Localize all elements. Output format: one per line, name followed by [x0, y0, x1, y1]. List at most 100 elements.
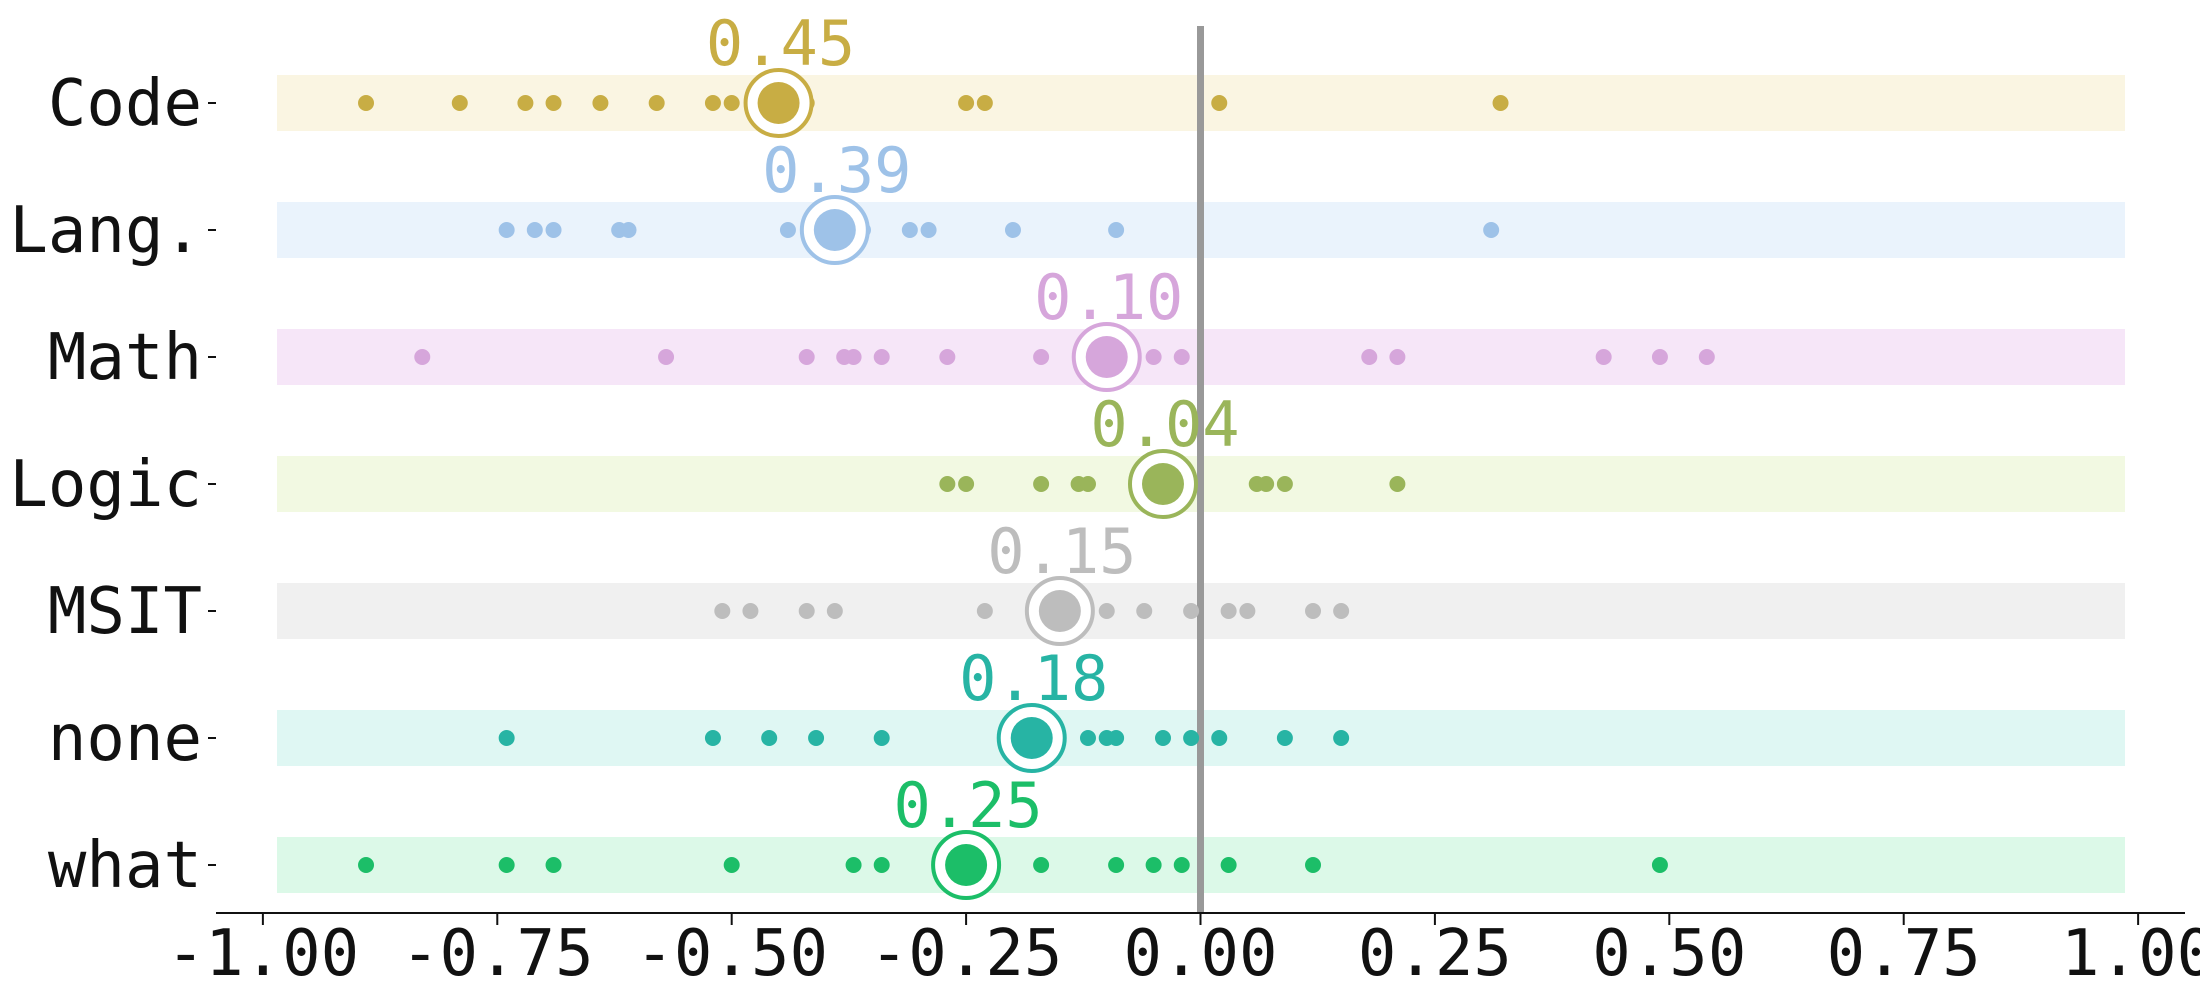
point-code-10 [958, 95, 975, 111]
point-what-7 [1108, 857, 1125, 873]
point-none-10 [1211, 730, 1228, 746]
point-none-4 [873, 730, 890, 746]
point-what-0 [358, 857, 375, 873]
point-lang-11 [1108, 222, 1125, 238]
point-code-7 [723, 95, 740, 111]
point-logic-2 [1033, 476, 1050, 492]
mean-dot-lang [813, 209, 856, 251]
point-logic-4 [1079, 476, 1096, 492]
point-none-0 [498, 730, 515, 746]
point-code-11 [976, 95, 993, 111]
point-msit-4 [976, 603, 993, 619]
mean-label-lang: 0.39 [762, 134, 911, 207]
point-code-2 [517, 95, 534, 111]
x-tick-label-5: 0.25 [1358, 917, 1512, 991]
point-msit-5 [1098, 603, 1115, 619]
x-axis-ticks: -1.00 -0.75 -0.50 -0.25 0.00 0.25 0.50 0.75 1.00 [167, 913, 2200, 991]
point-what-3 [723, 857, 740, 873]
point-lang-10 [1004, 222, 1021, 238]
point-code-6 [704, 95, 721, 111]
point-code-1 [451, 95, 468, 111]
point-math-9 [1173, 349, 1190, 365]
mean-label-msit: 0.15 [987, 515, 1136, 588]
point-what-10 [1220, 857, 1237, 873]
point-msit-11 [1333, 603, 1350, 619]
point-math-4 [845, 349, 862, 365]
category-label-none: none [48, 702, 202, 776]
point-lang-8 [901, 222, 918, 238]
mean-label-none: 0.18 [959, 642, 1108, 715]
x-tick-label-2: -0.50 [635, 917, 828, 991]
point-math-2 [798, 349, 815, 365]
point-lang-0 [498, 222, 515, 238]
category-label-msit: MSIT [48, 575, 202, 649]
x-tick-label-0: -1.00 [167, 917, 360, 991]
point-what-1 [498, 857, 515, 873]
category-label-code: Code [48, 67, 202, 141]
point-math-5 [873, 349, 890, 365]
point-what-6 [1033, 857, 1050, 873]
point-logic-8 [1389, 476, 1406, 492]
point-msit-0 [714, 603, 731, 619]
mean-markers: 0.45 0.39 0.10 0.04 0.15 0.18 0.25 [706, 7, 1240, 900]
point-what-9 [1173, 857, 1190, 873]
point-what-4 [845, 857, 862, 873]
point-code-0 [358, 95, 375, 111]
point-msit-2 [798, 603, 815, 619]
point-what-8 [1145, 857, 1162, 873]
point-none-1 [704, 730, 721, 746]
point-lang-5 [779, 222, 796, 238]
point-msit-10 [1305, 603, 1322, 619]
mean-label-math: 0.10 [1034, 261, 1183, 334]
point-msit-3 [826, 603, 843, 619]
point-what-12 [1651, 857, 1668, 873]
x-tick-label-3: -0.25 [870, 917, 1063, 991]
point-logic-7 [1276, 476, 1293, 492]
point-logic-0 [939, 476, 956, 492]
mean-label-code: 0.45 [706, 7, 855, 80]
point-code-12 [1211, 95, 1228, 111]
point-none-2 [761, 730, 778, 746]
point-what-5 [873, 857, 890, 873]
point-msit-8 [1220, 603, 1237, 619]
point-math-13 [1651, 349, 1668, 365]
mean-label-what: 0.25 [893, 769, 1042, 842]
point-none-3 [808, 730, 825, 746]
point-logic-1 [958, 476, 975, 492]
mean-dot-math [1085, 336, 1128, 378]
point-none-7 [1108, 730, 1125, 746]
point-none-9 [1183, 730, 1200, 746]
point-none-11 [1276, 730, 1293, 746]
point-none-12 [1333, 730, 1350, 746]
mean-dot-code [757, 82, 800, 124]
point-none-5 [1079, 730, 1096, 746]
point-code-3 [545, 95, 562, 111]
point-what-2 [545, 857, 562, 873]
point-code-5 [648, 95, 665, 111]
x-tick-label-8: 1.00 [2061, 917, 2200, 991]
mean-dot-what [945, 844, 988, 886]
point-math-12 [1595, 349, 1612, 365]
point-math-8 [1145, 349, 1162, 365]
x-tick-label-6: 0.50 [1592, 917, 1746, 991]
point-msit-1 [742, 603, 759, 619]
point-math-14 [1698, 349, 1715, 365]
point-lang-4 [620, 222, 637, 238]
category-label-lang: Lang. [9, 194, 202, 268]
point-math-6 [939, 349, 956, 365]
point-msit-9 [1239, 603, 1256, 619]
point-none-8 [1154, 730, 1171, 746]
point-lang-12 [1483, 222, 1500, 238]
mean-dot-msit [1038, 590, 1081, 632]
point-msit-6 [1136, 603, 1153, 619]
mean-dot-none [1010, 717, 1053, 759]
category-label-what: what [48, 829, 202, 903]
point-msit-7 [1183, 603, 1200, 619]
data-points [358, 95, 1715, 873]
mean-dot-logic [1141, 463, 1184, 505]
x-tick-label-4: 0.00 [1123, 917, 1277, 991]
point-math-1 [658, 349, 675, 365]
category-label-math: Math [48, 321, 202, 395]
point-lang-1 [526, 222, 543, 238]
